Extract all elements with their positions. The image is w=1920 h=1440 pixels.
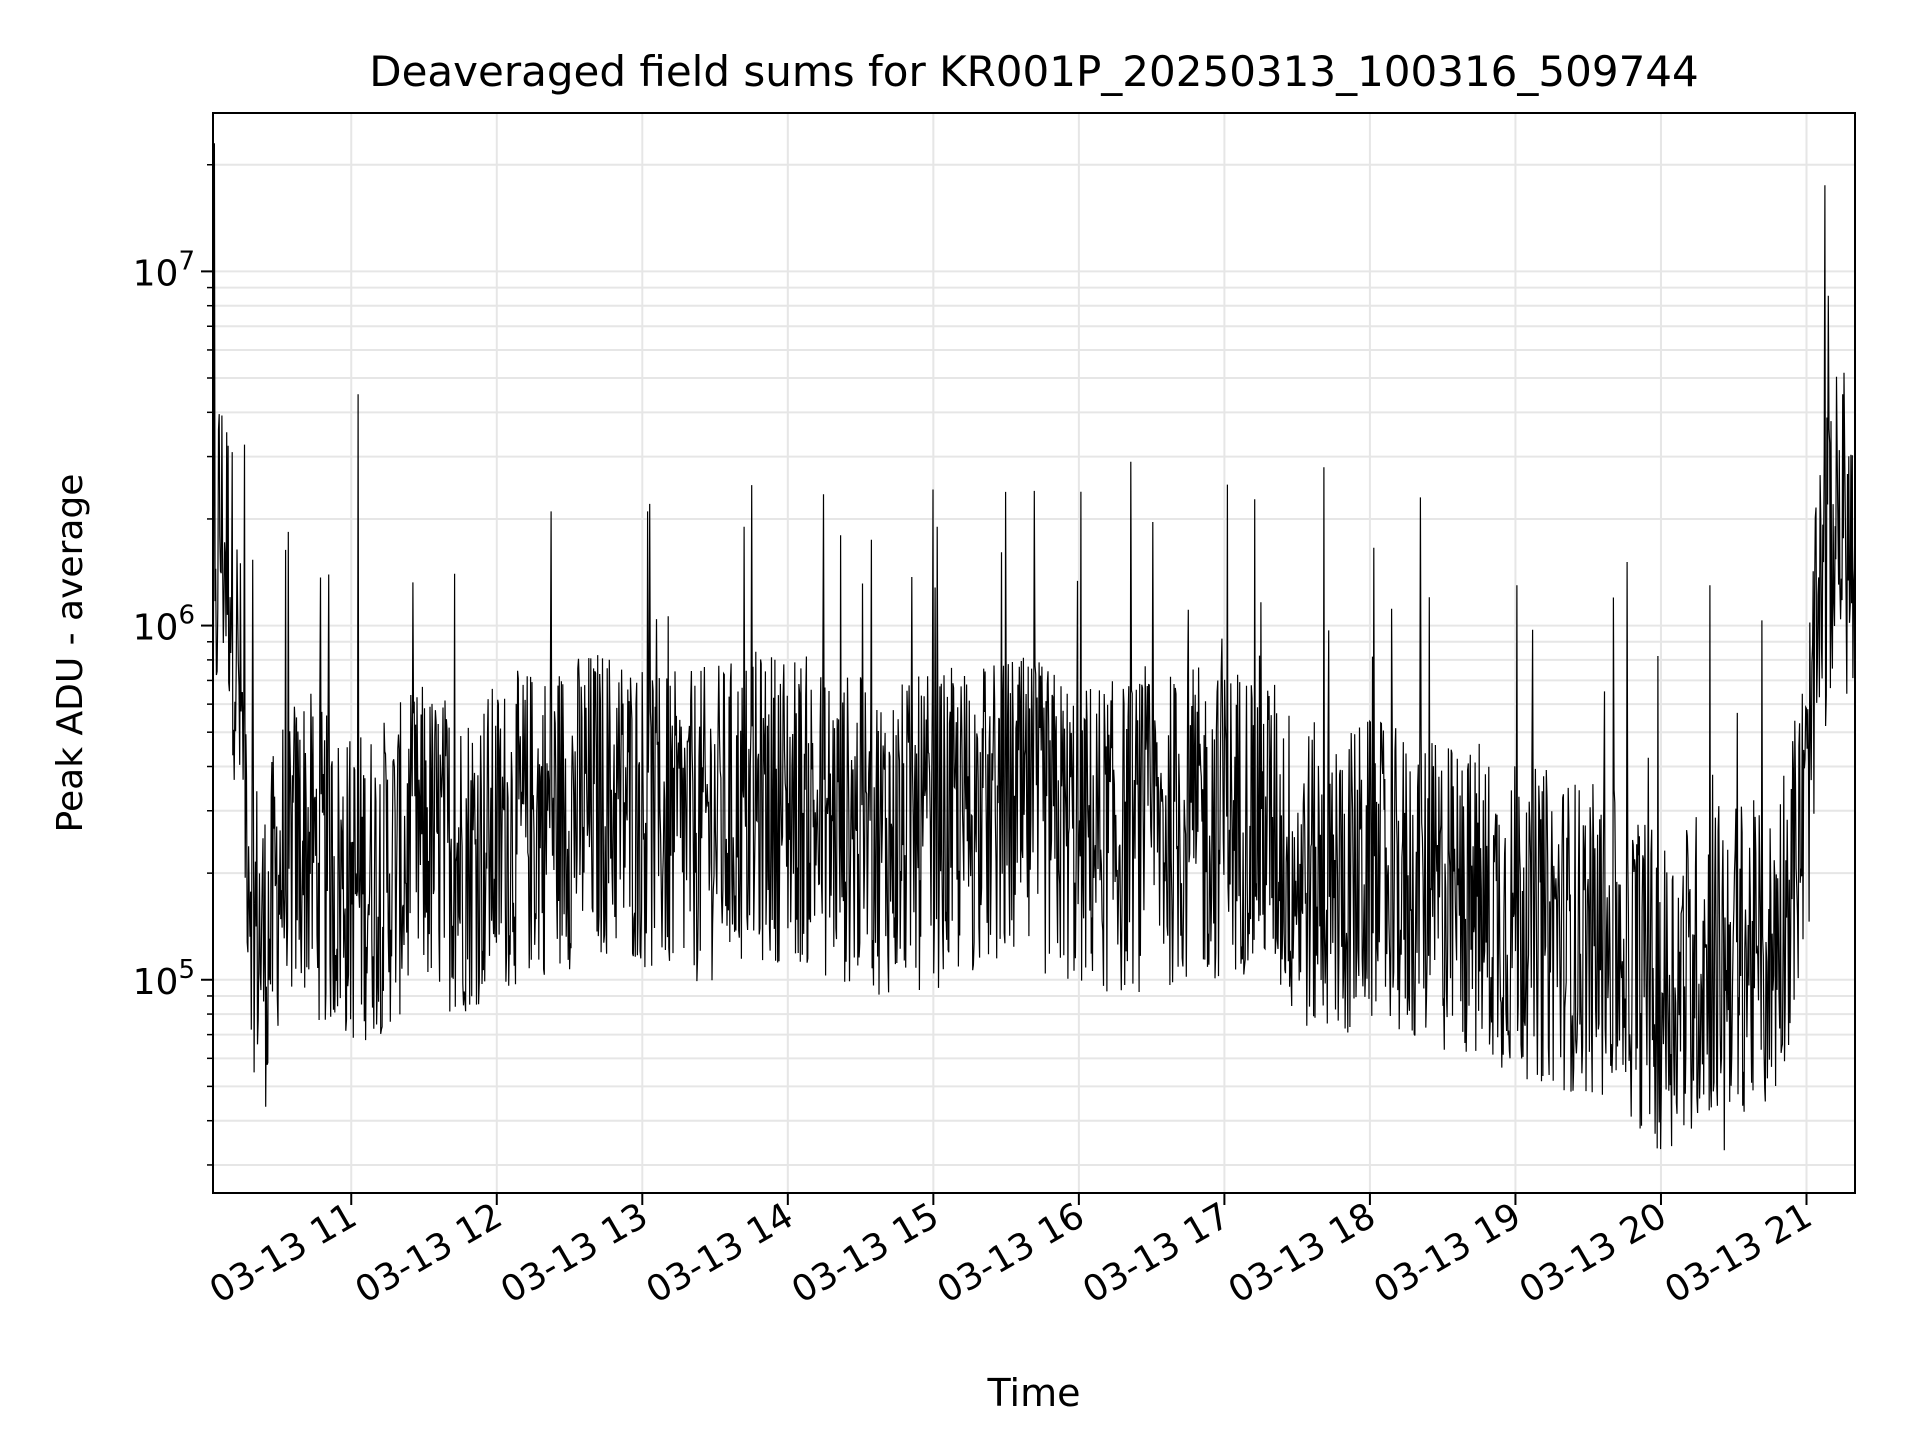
y-tick-label: 107 (133, 246, 195, 294)
series-layer (212, 143, 1856, 1151)
chart-title: Deaveraged field sums for KR001P_2025031… (369, 47, 1699, 96)
plot-frame (212, 112, 1856, 1194)
y-axis-ticks: 105 106 107 (133, 164, 213, 1166)
series-line (212, 143, 1856, 1151)
x-axis-label: Time (987, 1371, 1081, 1415)
y-tick-label: 106 (133, 601, 195, 649)
y-tick-label: 105 (133, 955, 195, 1003)
y-axis-label: Peak ADU - average (50, 474, 91, 833)
